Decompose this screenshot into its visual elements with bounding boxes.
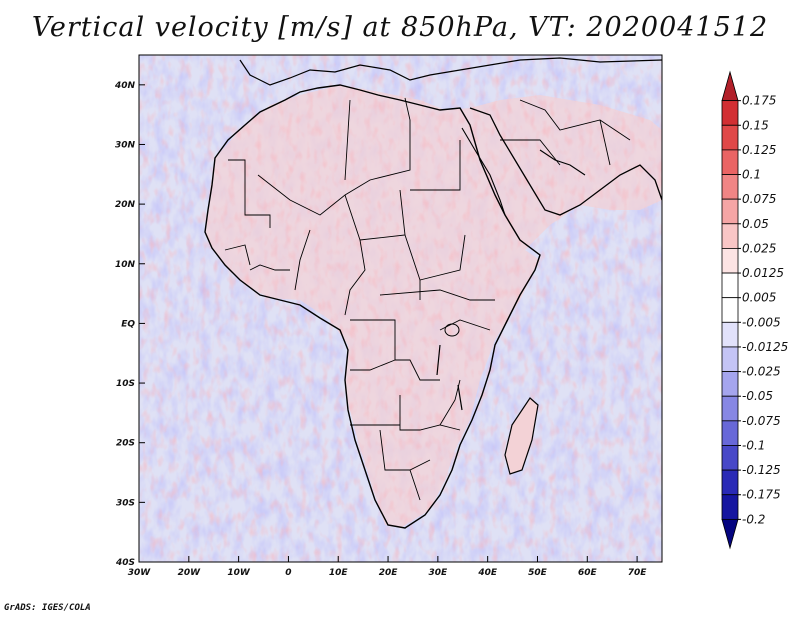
colorbar-swatch bbox=[721, 198, 739, 225]
lake-victoria bbox=[444, 323, 460, 337]
colorbar-level-label: 0.1 bbox=[742, 168, 761, 182]
colorbar-level-label: 0.125 bbox=[742, 143, 776, 157]
lat-tick-label: 30N bbox=[115, 140, 136, 150]
madagascar bbox=[504, 397, 539, 475]
lon-tick-label: 30E bbox=[429, 568, 449, 578]
field-noise-red bbox=[139, 55, 662, 562]
colorbar-level-label: -0.0125 bbox=[742, 340, 788, 354]
colorbar-level-label: -0.175 bbox=[742, 488, 781, 502]
colorbar-swatch bbox=[721, 346, 739, 372]
colorbar-level-label: -0.025 bbox=[742, 365, 781, 379]
arabia-coastline bbox=[469, 107, 662, 216]
colorbar-swatch bbox=[721, 297, 739, 323]
colorbar-swatch bbox=[721, 124, 739, 151]
lon-tick-label: 10E bbox=[329, 568, 349, 578]
lat-tick-label: 10N bbox=[115, 260, 136, 270]
lat-tick-label: 40N bbox=[114, 81, 136, 91]
colorbar-level-label: 0.175 bbox=[742, 94, 776, 108]
red-sea bbox=[461, 127, 506, 216]
colorbar-swatch bbox=[721, 395, 739, 422]
map-title: Vertical velocity [m/s] at 850hPa, VT: 2… bbox=[31, 12, 769, 43]
colorbar-level-label: 0.005 bbox=[742, 291, 776, 305]
colorbar-swatch bbox=[721, 272, 739, 299]
lon-tick-label: 60E bbox=[578, 568, 598, 578]
colorbar-swatch bbox=[721, 174, 739, 200]
country-borders bbox=[224, 97, 631, 501]
colorbar-swatch bbox=[721, 149, 739, 175]
colorbar-swatch bbox=[721, 445, 739, 471]
colorbar: 0.175 0.15 0.125 0.1 0.075 0.05 0.025 0.0125 0.0… bbox=[721, 70, 788, 550]
lon-tick-label: 20W bbox=[178, 568, 202, 578]
lat-tick-label: 40S bbox=[115, 558, 135, 568]
colorbar-level-label: -0.05 bbox=[742, 389, 773, 403]
colorbar-swatch bbox=[721, 420, 739, 446]
lat-tick-label: 10S bbox=[116, 379, 135, 389]
colorbar-swatch bbox=[721, 100, 739, 126]
colorbar-level-label: -0.125 bbox=[742, 463, 781, 477]
europe-coastline bbox=[239, 57, 662, 86]
lat-tick-label: 20S bbox=[116, 439, 135, 449]
lon-tick-label: 40E bbox=[477, 568, 498, 578]
colorbar-swatch bbox=[721, 494, 739, 520]
map-frame bbox=[138, 54, 663, 563]
axis-ticks: 30W 20W 10W 0 10E 20E 30E 40E 50E 60E 70E 40N 30N 20N… bbox=[114, 81, 647, 578]
colorbar-level-label: 0.0125 bbox=[742, 266, 784, 280]
colorbar-level-label: -0.2 bbox=[742, 512, 765, 526]
colorbar-swatch bbox=[721, 371, 739, 397]
lake-tanganyika bbox=[436, 344, 441, 376]
colorbar-swatch bbox=[721, 70, 739, 102]
grads-credit: GrADS: IGES/COLA bbox=[4, 603, 91, 613]
lat-tick-label: EQ bbox=[121, 319, 135, 329]
velocity-field bbox=[139, 55, 662, 562]
colorbar-level-label: 0.15 bbox=[742, 118, 769, 132]
colorbar-swatch bbox=[721, 518, 739, 550]
colorbar-swatch bbox=[721, 223, 739, 249]
colorbar-level-label: 0.075 bbox=[742, 192, 776, 206]
colorbar-level-label: -0.1 bbox=[742, 438, 765, 452]
lake-malawi bbox=[457, 384, 463, 411]
colorbar-level-label: 0.05 bbox=[742, 217, 769, 231]
colorbar-level-label: -0.005 bbox=[742, 315, 781, 329]
lon-tick-label: 50E bbox=[528, 568, 548, 578]
colorbar-level-label: 0.025 bbox=[742, 241, 776, 255]
persian-gulf bbox=[539, 149, 586, 176]
lon-tick-label: 70E bbox=[628, 568, 648, 578]
colorbar-swatch bbox=[721, 248, 739, 274]
lon-tick-label: 30W bbox=[128, 568, 152, 578]
lon-tick-label: 10W bbox=[227, 568, 251, 578]
lon-tick-label: 0 bbox=[285, 568, 291, 578]
colorbar-swatch bbox=[721, 321, 739, 348]
colorbar-level-label: -0.075 bbox=[742, 414, 781, 428]
lat-tick-label: 30S bbox=[116, 498, 135, 508]
africa-coastline bbox=[204, 84, 541, 529]
colorbar-swatch bbox=[721, 469, 739, 496]
lon-tick-label: 20E bbox=[379, 568, 399, 578]
lat-tick-label: 20N bbox=[115, 200, 136, 210]
